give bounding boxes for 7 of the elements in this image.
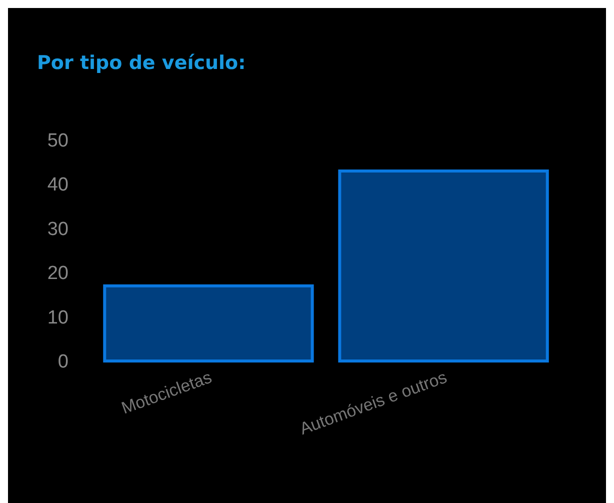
y-tick-label: 20 (47, 263, 68, 284)
chart-title: Por tipo de veículo: (37, 52, 246, 74)
y-tick-label: 10 (47, 307, 68, 328)
y-tick-label: 0 (58, 352, 68, 372)
y-tick-label: 50 (47, 130, 68, 152)
y-tick-label: 30 (47, 218, 68, 240)
y-tick-label: 40 (47, 174, 68, 196)
